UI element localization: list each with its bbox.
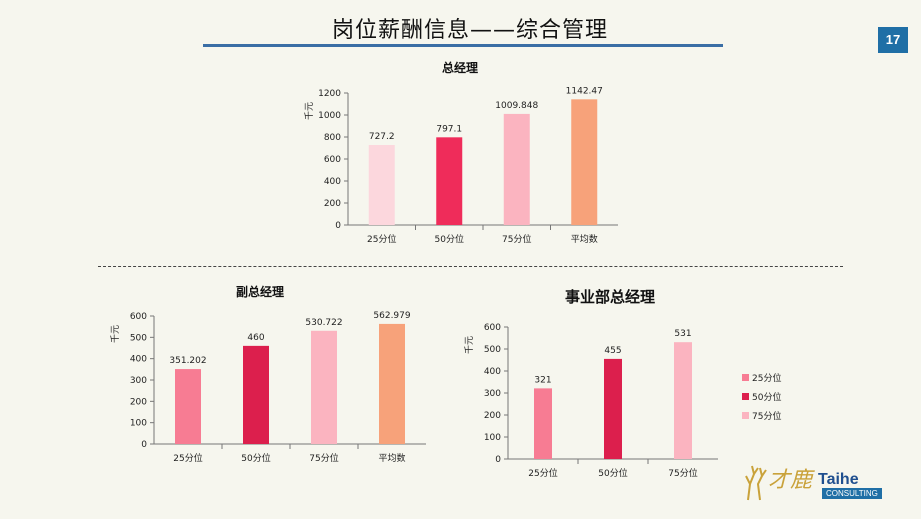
bar: [379, 323, 405, 444]
y-tick-label: 400: [484, 367, 501, 377]
y-tick-label: 300: [484, 389, 501, 399]
bar: [503, 113, 530, 225]
logo-english-text: Taihe: [818, 471, 859, 488]
data-label: 530.722: [305, 318, 342, 328]
y-tick-label: 500: [130, 333, 147, 343]
legend-swatch: [742, 393, 749, 400]
logo-chinese-text: 才鹿: [768, 468, 813, 493]
x-tick-label: 75分位: [668, 467, 697, 479]
data-label: 727.2: [369, 132, 395, 142]
y-tick-label: 300: [130, 376, 147, 386]
y-tick-label: 200: [484, 411, 501, 421]
bar: [571, 99, 598, 225]
y-tick-label: 100: [130, 419, 147, 429]
page-title: 岗位薪酬信息——综合管理: [331, 18, 608, 43]
x-tick-label: 50分位: [241, 452, 270, 464]
legend-entry: 25分位: [752, 372, 781, 384]
x-tick-label: 75分位: [502, 233, 531, 245]
legend-swatch: [742, 412, 749, 419]
legend-swatch: [742, 374, 749, 381]
data-label: 531: [674, 329, 691, 339]
bar: [311, 330, 337, 444]
x-tick-label: 25分位: [367, 233, 396, 245]
chart-title: 总经理: [442, 60, 478, 75]
y-tick-label: 0: [335, 221, 341, 231]
data-label: 562.979: [373, 311, 410, 321]
y-tick-label: 800: [324, 133, 341, 143]
x-tick-label: 25分位: [173, 452, 202, 464]
deer-logo-icon: [745, 465, 767, 501]
legend-entry: 50分位: [752, 391, 781, 403]
y-tick-label: 0: [495, 455, 501, 465]
y-axis-label: 千元: [110, 325, 121, 343]
y-tick-label: 1200: [318, 89, 341, 99]
bar: [674, 342, 692, 459]
x-tick-label: 50分位: [435, 233, 464, 245]
y-tick-label: 100: [484, 433, 501, 443]
bar: [243, 345, 269, 444]
y-tick-label: 600: [324, 155, 341, 165]
data-label: 455: [604, 346, 621, 356]
chart-title: 副总经理: [236, 284, 284, 299]
y-tick-label: 200: [324, 199, 341, 209]
bar: [534, 388, 552, 459]
data-label: 1142.47: [566, 86, 603, 96]
y-tick-label: 500: [484, 345, 501, 355]
page-number-badge: 17: [878, 27, 908, 53]
data-label: 797.1: [436, 124, 462, 134]
x-tick-label: 75分位: [309, 452, 338, 464]
x-tick-label: 50分位: [598, 467, 627, 479]
y-tick-label: 0: [141, 440, 147, 450]
y-tick-label: 400: [130, 355, 147, 365]
y-axis-label: 千元: [464, 336, 475, 354]
data-label: 351.202: [169, 356, 206, 366]
data-label: 321: [534, 375, 551, 385]
bar: [436, 137, 463, 225]
y-tick-label: 1000: [318, 111, 341, 121]
bar: [368, 145, 395, 225]
data-label: 460: [247, 333, 264, 343]
x-tick-label: 平均数: [571, 233, 598, 245]
y-tick-label: 600: [484, 323, 501, 333]
bar: [604, 358, 622, 459]
x-tick-label: 平均数: [378, 452, 405, 464]
logo-consulting-tag: CONSULTING: [822, 488, 882, 499]
bar: [175, 369, 201, 444]
data-label: 1009.848: [495, 101, 538, 111]
legend-entry: 75分位: [752, 410, 781, 422]
x-tick-label: 25分位: [528, 467, 557, 479]
chart-title: 事业部总经理: [565, 288, 655, 306]
section-divider: [98, 266, 843, 267]
y-axis-label: 千元: [304, 102, 315, 120]
y-tick-label: 400: [324, 177, 341, 187]
y-tick-label: 600: [130, 312, 147, 322]
y-tick-label: 200: [130, 397, 147, 407]
title-underline: [203, 44, 723, 47]
